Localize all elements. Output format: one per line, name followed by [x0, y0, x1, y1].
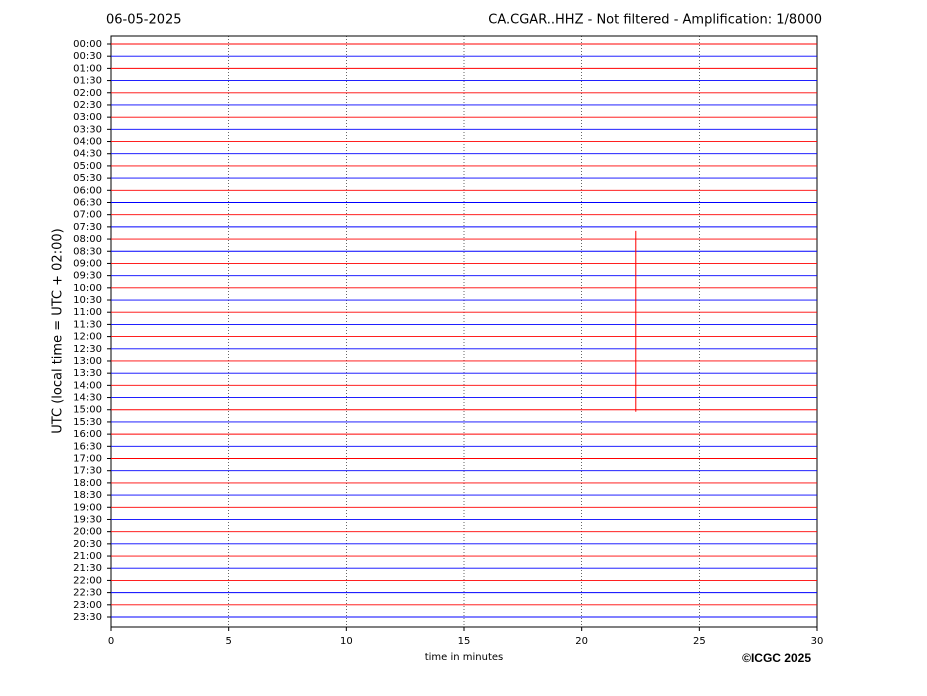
- y-tick-label: 00:00: [73, 39, 102, 50]
- y-tick-label: 21:00: [73, 551, 102, 562]
- plot-frame: [110, 35, 818, 628]
- y-tick-label: 09:00: [73, 258, 102, 269]
- y-tick-label: 13:00: [73, 356, 102, 367]
- y-tick-label: 10:30: [73, 295, 102, 306]
- y-tick-label: 15:00: [73, 405, 102, 416]
- y-tick-label: 12:30: [73, 344, 102, 355]
- x-tick-label: 0: [108, 636, 114, 647]
- y-tick-label: 19:00: [73, 502, 102, 513]
- x-tick-label: 10: [340, 636, 353, 647]
- y-axis-label: UTC (local time = UTC + 02:00): [51, 228, 66, 433]
- y-tick-label: 08:00: [73, 234, 102, 245]
- x-tick-label: 30: [811, 636, 824, 647]
- y-tick-label: 08:30: [73, 246, 102, 257]
- y-tick-label: 11:30: [73, 319, 102, 330]
- y-tick-label: 18:00: [73, 478, 102, 489]
- y-tick-label: 14:00: [73, 380, 102, 391]
- y-tick-label: 19:30: [73, 514, 102, 525]
- y-tick-label: 05:00: [73, 161, 102, 172]
- y-tick-label: 16:30: [73, 441, 102, 452]
- copyright: ©ICGC 2025: [742, 651, 811, 665]
- chart-title: CA.CGAR..HHZ - Not filtered - Amplificat…: [488, 13, 822, 28]
- y-tick-label: 06:00: [73, 185, 102, 196]
- x-tick-label: 25: [693, 636, 706, 647]
- y-tick-label: 17:00: [73, 454, 102, 465]
- y-tick-label: 20:00: [73, 527, 102, 538]
- y-tick-label: 16:00: [73, 429, 102, 440]
- chart-date: 06-05-2025: [106, 13, 182, 28]
- y-tick-label: 04:00: [73, 137, 102, 148]
- y-tick-label: 18:30: [73, 490, 102, 501]
- y-tick-label: 02:30: [73, 100, 102, 111]
- y-tick-label: 03:00: [73, 112, 102, 123]
- x-tick-label: 15: [458, 636, 471, 647]
- y-tick-label: 21:30: [73, 563, 102, 574]
- y-tick-label: 02:00: [73, 88, 102, 99]
- y-tick-label: 00:30: [73, 51, 102, 62]
- y-tick-label: 12:00: [73, 332, 102, 343]
- y-tick-label: 10:00: [73, 283, 102, 294]
- y-tick-label: 22:30: [73, 588, 102, 599]
- y-tick-label: 13:30: [73, 368, 102, 379]
- y-tick-label: 23:30: [73, 612, 102, 623]
- y-tick-label: 14:30: [73, 393, 102, 404]
- y-tick-label: 05:30: [73, 173, 102, 184]
- x-tick-label: 5: [225, 636, 231, 647]
- y-tick-label: 04:30: [73, 149, 102, 160]
- y-tick-label: 01:30: [73, 76, 102, 87]
- x-axis-label: time in minutes: [425, 652, 504, 663]
- y-tick-label: 06:30: [73, 197, 102, 208]
- y-tick-label: 07:30: [73, 222, 102, 233]
- y-tick-label: 03:30: [73, 124, 102, 135]
- y-tick-label: 11:00: [73, 307, 102, 318]
- y-tick-label: 20:30: [73, 539, 102, 550]
- y-tick-label: 01:00: [73, 63, 102, 74]
- y-tick-label: 17:30: [73, 466, 102, 477]
- y-tick-label: 23:00: [73, 600, 102, 611]
- y-tick-label: 07:00: [73, 210, 102, 221]
- y-tick-label: 15:30: [73, 417, 102, 428]
- y-tick-label: 09:30: [73, 271, 102, 282]
- x-tick-label: 20: [575, 636, 588, 647]
- y-tick-label: 22:00: [73, 575, 102, 586]
